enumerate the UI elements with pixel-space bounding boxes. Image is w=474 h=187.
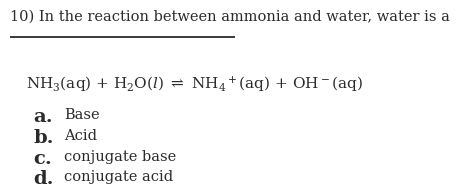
Text: a.: a. <box>33 108 53 126</box>
Text: Base: Base <box>64 108 100 122</box>
Text: d.: d. <box>33 170 54 187</box>
Text: conjugate acid: conjugate acid <box>64 170 173 184</box>
Text: c.: c. <box>33 150 52 168</box>
Text: b.: b. <box>33 129 54 147</box>
Text: NH$_3$(aq) + H$_2$O($l$) $\rightleftharpoons$ NH$_4$$^+$(aq) + OH$^-$(aq): NH$_3$(aq) + H$_2$O($l$) $\rightleftharp… <box>26 75 363 94</box>
Text: 10) In the reaction between ammonia and water, water is a: 10) In the reaction between ammonia and … <box>10 9 450 23</box>
Text: conjugate base: conjugate base <box>64 150 176 164</box>
Text: Acid: Acid <box>64 129 97 143</box>
